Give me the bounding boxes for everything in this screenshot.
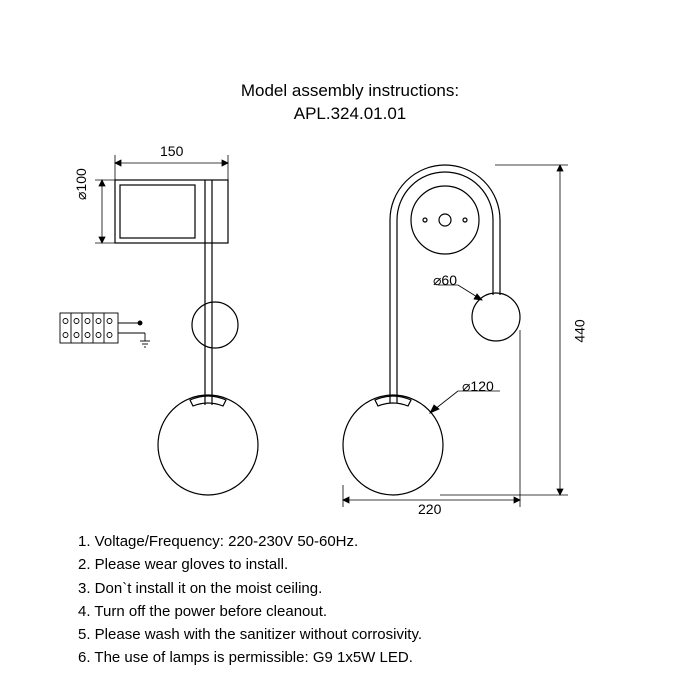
title-line2: APL.324.01.01	[0, 103, 700, 126]
dim-base-diameter: ⌀100	[73, 168, 90, 200]
instruction-item: 4. Turn off the power before cleanout.	[78, 600, 638, 623]
dim-small-ball: ⌀60	[433, 272, 457, 289]
technical-drawing: 150 ⌀100 ⌀60 ⌀120 220 440	[60, 145, 630, 515]
instruction-item: 3. Don`t install it on the moist ceiling…	[78, 577, 638, 600]
dim-large-ball: ⌀120	[462, 378, 494, 395]
dim-base-width: 150	[160, 143, 183, 159]
instruction-item: 1. Voltage/Frequency: 220-230V 50-60Hz.	[78, 530, 638, 553]
title-line1: Model assembly instructions:	[0, 80, 700, 103]
dim-total-height: 440	[572, 319, 588, 342]
instruction-item: 6. The use of lamps is permissible: G9 1…	[78, 646, 638, 669]
instructions-list: 1. Voltage/Frequency: 220-230V 50-60Hz. …	[78, 530, 638, 670]
title-block: Model assembly instructions: APL.324.01.…	[0, 80, 700, 126]
instruction-item: 2. Please wear gloves to install.	[78, 553, 638, 576]
dim-total-width: 220	[418, 501, 441, 517]
instruction-item: 5. Please wash with the sanitizer withou…	[78, 623, 638, 646]
